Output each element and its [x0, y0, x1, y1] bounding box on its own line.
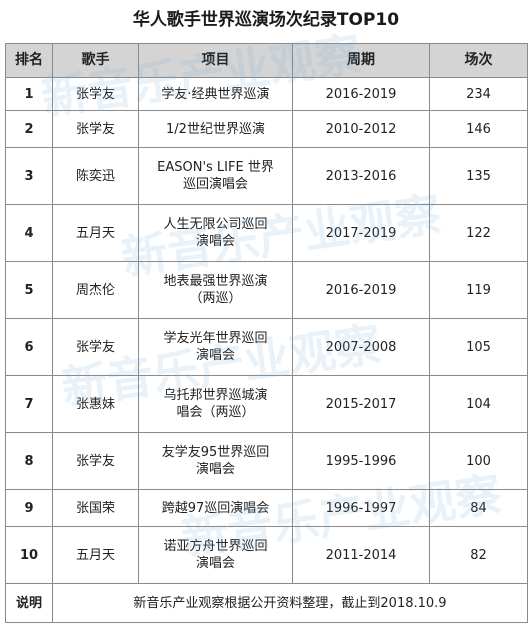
artist-cell: 张学友: [52, 432, 139, 490]
rank-cell: 1: [5, 77, 53, 111]
shows-cell: 135: [429, 147, 528, 205]
project-line: 学友·经典世界巡演: [161, 86, 270, 102]
period-cell: 2011-2014: [292, 526, 430, 584]
project-line: 跨越97巡回演唱会: [161, 500, 270, 516]
note-label: 说明: [5, 583, 53, 623]
shows-cell: 82: [429, 526, 528, 584]
rank-cell: 4: [5, 204, 53, 262]
column-header-period: 周期: [292, 43, 430, 78]
project-line: 人生无限公司巡回: [163, 217, 268, 232]
table-row: 5 周杰伦 地表最强世界巡演 （两巡） 2016-2019 119: [5, 261, 528, 319]
period-cell: 2007-2008: [292, 318, 430, 376]
table-row: 6 张学友 学友光年世界巡回 演唱会 2007-2008 105: [5, 318, 528, 376]
table-row: 7 张惠妹 乌托邦世界巡城演 唱会（两巡） 2015-2017 104: [5, 375, 528, 433]
project-cell: 1/2世纪世界巡演: [138, 110, 293, 148]
shows-cell: 100: [429, 432, 528, 490]
project-line: 地表最强世界巡演: [163, 274, 268, 289]
period-cell: 2010-2012: [292, 110, 430, 148]
period-cell: 1995-1996: [292, 432, 430, 490]
artist-cell: 五月天: [52, 204, 139, 262]
rank-cell: 10: [5, 526, 53, 584]
shows-cell: 119: [429, 261, 528, 319]
project-cell: 诺亚方舟世界巡回 演唱会: [138, 526, 293, 584]
project-cell: EASON's LIFE 世界 巡回演唱会: [138, 147, 293, 205]
project-cell: 人生无限公司巡回 演唱会: [138, 204, 293, 262]
artist-cell: 张学友: [52, 77, 139, 111]
table-row: 4 五月天 人生无限公司巡回 演唱会 2017-2019 122: [5, 204, 528, 262]
shows-cell: 146: [429, 110, 528, 148]
artist-cell: 张学友: [52, 318, 139, 376]
rank-cell: 7: [5, 375, 53, 433]
project-line: 诺亚方舟世界巡回: [163, 539, 268, 554]
project-line: 唱会（两巡）: [176, 405, 255, 420]
artist-cell: 周杰伦: [52, 261, 139, 319]
column-header-shows: 场次: [429, 43, 528, 78]
project-cell: 学友光年世界巡回 演唱会: [138, 318, 293, 376]
shows-cell: 105: [429, 318, 528, 376]
period-cell: 2016-2019: [292, 77, 430, 111]
project-cell: 乌托邦世界巡城演 唱会（两巡）: [138, 375, 293, 433]
project-line: 演唱会: [195, 348, 235, 363]
project-cell: 地表最强世界巡演 （两巡）: [138, 261, 293, 319]
period-cell: 2015-2017: [292, 375, 430, 433]
rank-cell: 8: [5, 432, 53, 490]
note-text: 新音乐产业观察根据公开资料整理，截止到2018.10.9: [52, 583, 528, 623]
project-line: 演唱会: [195, 234, 235, 249]
artist-cell: 张学友: [52, 110, 139, 148]
rank-cell: 2: [5, 110, 53, 148]
project-cell: 学友·经典世界巡演: [138, 77, 293, 111]
artist-cell: 陈奕迅: [52, 147, 139, 205]
table-body: 1 张学友 学友·经典世界巡演 2016-2019 234 2 张学友 1/2世纪世界巡演 20…: [5, 77, 528, 584]
artist-cell: 五月天: [52, 526, 139, 584]
table-row: 8 张学友 友学友95世界巡回 演唱会 1995-1996 100: [5, 432, 528, 490]
period-cell: 2017-2019: [292, 204, 430, 262]
project-line: （两巡）: [189, 291, 242, 306]
shows-cell: 84: [429, 489, 528, 527]
table-row: 10 五月天 诺亚方舟世界巡回 演唱会 2011-2014 82: [5, 526, 528, 584]
project-cell: 友学友95世界巡回 演唱会: [138, 432, 293, 490]
page-title: 华人歌手世界巡演场次纪录TOP10: [132, 10, 400, 30]
project-cell: 跨越97巡回演唱会: [138, 489, 293, 527]
shows-cell: 122: [429, 204, 528, 262]
project-line: 演唱会: [195, 556, 235, 571]
artist-cell: 张国荣: [52, 489, 139, 527]
table-row: 3 陈奕迅 EASON's LIFE 世界 巡回演唱会 2013-2016 135: [5, 147, 528, 205]
table-row: 2 张学友 1/2世纪世界巡演 2010-2012 146: [5, 110, 528, 148]
rank-cell: 3: [5, 147, 53, 205]
table-header-row: 排名 歌手 项目 周期 场次: [5, 43, 528, 78]
column-header-project: 项目: [138, 43, 293, 78]
table-row: 9 张国荣 跨越97巡回演唱会 1996-1997 84: [5, 489, 528, 527]
period-cell: 2016-2019: [292, 261, 430, 319]
period-cell: 1996-1997: [292, 489, 430, 527]
rank-cell: 5: [5, 261, 53, 319]
project-line: 乌托邦世界巡城演: [163, 388, 268, 403]
shows-cell: 104: [429, 375, 528, 433]
tour-record-table: 排名 歌手 项目 周期 场次 1 张学友 学友·经典世界巡演 2016-2019 234…: [5, 43, 528, 623]
project-line: 巡回演唱会: [182, 177, 248, 192]
project-line: 学友光年世界巡回: [163, 331, 268, 346]
artist-cell: 张惠妹: [52, 375, 139, 433]
column-header-rank: 排名: [5, 43, 53, 78]
project-line: 演唱会: [195, 462, 235, 477]
project-line: 1/2世纪世界巡演: [166, 121, 265, 137]
shows-cell: 234: [429, 77, 528, 111]
project-line: 友学友95世界巡回: [161, 445, 270, 460]
table-row: 1 张学友 学友·经典世界巡演 2016-2019 234: [5, 77, 528, 111]
rank-cell: 6: [5, 318, 53, 376]
period-cell: 2013-2016: [292, 147, 430, 205]
project-line: EASON's LIFE 世界: [157, 160, 274, 175]
rank-cell: 9: [5, 489, 53, 527]
note-row: 说明 新音乐产业观察根据公开资料整理，截止到2018.10.9: [5, 583, 528, 623]
column-header-artist: 歌手: [52, 43, 139, 78]
